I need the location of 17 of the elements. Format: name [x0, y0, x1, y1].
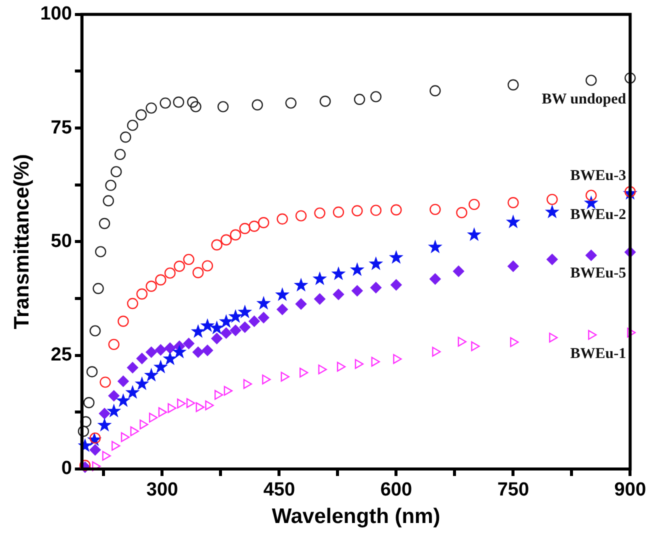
y-tick-label: 100 — [40, 4, 72, 25]
y-tick-label: 25 — [50, 344, 72, 366]
x-tick-label: 450 — [263, 480, 296, 501]
series-label: BWEu-3 — [570, 168, 626, 184]
x-tick-label: 900 — [614, 480, 646, 501]
y-tick-label: 75 — [50, 117, 72, 138]
series-label: BW undoped — [542, 91, 627, 108]
y-tick-label: 0 — [61, 458, 72, 480]
series-label: BWEu-2 — [570, 206, 626, 223]
x-tick-label: 300 — [146, 480, 178, 501]
x-tick-label: 600 — [380, 480, 412, 501]
series-label: BWEu-1 — [570, 346, 626, 362]
series-label: BWEu-5 — [570, 266, 626, 282]
x-axis-title: Wavelength (nm) — [272, 505, 440, 528]
y-axis-title: Transmittance(%) — [10, 154, 34, 330]
y-tick-label: 50 — [50, 230, 72, 252]
x-tick-label: 750 — [497, 480, 530, 501]
